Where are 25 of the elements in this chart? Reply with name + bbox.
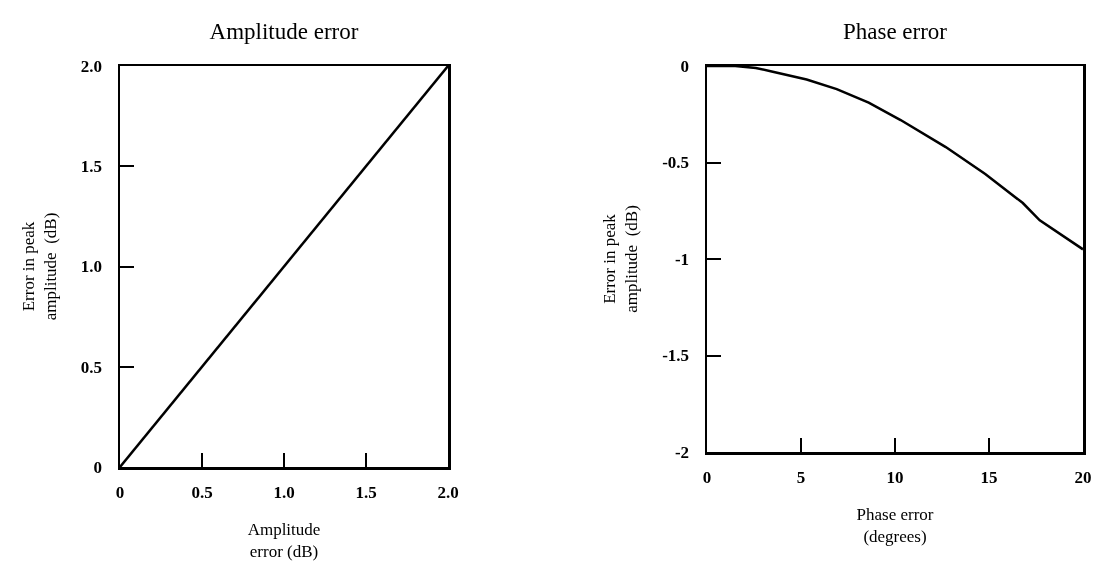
- x-tick-label: 1.5: [355, 482, 377, 502]
- x-tick-label: 5: [796, 467, 806, 487]
- x-tick-label: 1.0: [273, 482, 295, 502]
- x-tick-label: 10: [886, 467, 904, 487]
- y-axis-title: Error in peak amplitude (dB): [600, 205, 642, 313]
- x-tick-label: 0: [702, 467, 712, 487]
- y-tick-label: -1.5: [662, 346, 690, 366]
- y-tick-label: 0: [680, 56, 690, 76]
- chart-title: Amplitude error: [209, 19, 359, 45]
- x-tick-label: 20: [1074, 467, 1092, 487]
- y-tick-label: -1: [674, 249, 690, 269]
- x-tick-label: 0.5: [191, 482, 213, 502]
- y-tick-label: -0.5: [662, 153, 690, 173]
- y-tick-label: 1.5: [80, 157, 103, 177]
- chart-title: Phase error: [842, 19, 948, 45]
- x-axis-title: Phase error (degrees): [856, 504, 934, 546]
- x-tick-label: 0: [115, 482, 125, 502]
- y-tick-label: -2: [674, 442, 690, 462]
- y-tick-label: 2.0: [80, 56, 103, 76]
- x-axis-title: Amplitude error (dB): [247, 519, 321, 561]
- y-axis-title: Error in peak amplitude (dB): [19, 212, 61, 321]
- x-tick-label: 15: [980, 467, 998, 487]
- y-tick-label: 1.0: [80, 257, 103, 277]
- y-tick-label: 0.5: [80, 357, 103, 377]
- x-tick-label: 2.0: [437, 482, 459, 502]
